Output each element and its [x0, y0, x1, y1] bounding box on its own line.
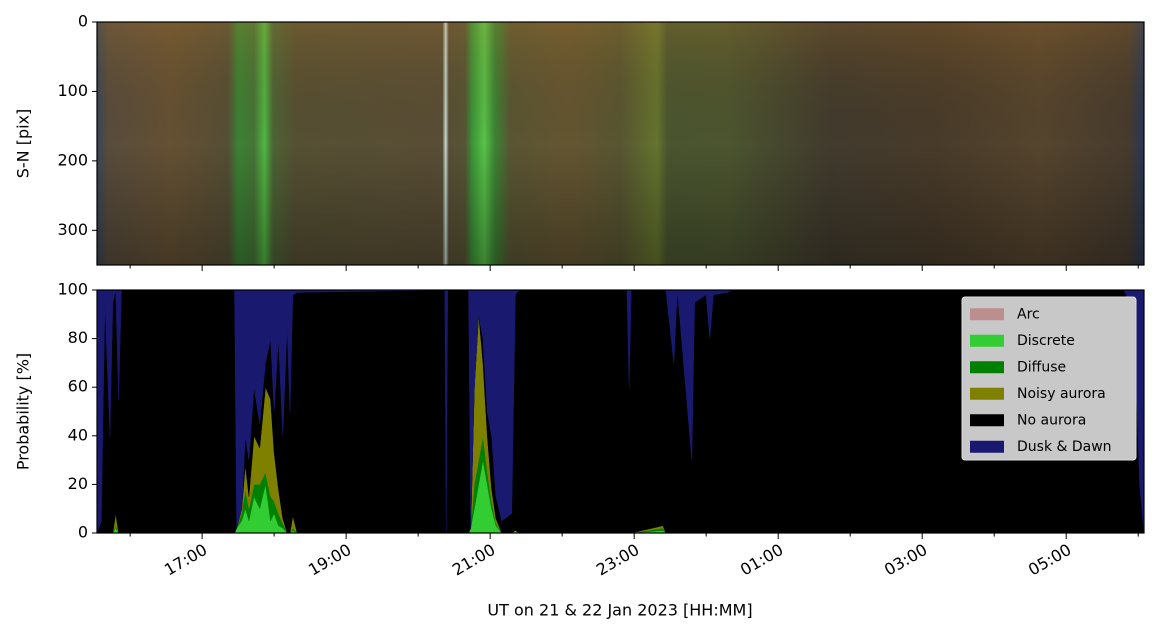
- y-tick-label: 40: [68, 425, 88, 444]
- legend-label: Dusk & Dawn: [1017, 439, 1112, 455]
- plot-frame: [96, 289, 1145, 534]
- y-axis-label: S-N [pix]: [14, 109, 33, 179]
- y-tick-label: 60: [68, 377, 88, 396]
- legend-swatch: [970, 414, 1004, 427]
- y-tick-label: 200: [57, 150, 88, 169]
- keogram-shading: [97, 22, 1144, 265]
- legend-swatch: [970, 361, 1004, 374]
- legend-label: Diffuse: [1017, 359, 1066, 375]
- y-tick-label: 100: [57, 280, 88, 299]
- legend-swatch: [970, 334, 1004, 347]
- x-axis-label: UT on 21 & 22 Jan 2023 [HH:MM]: [487, 601, 752, 620]
- y-tick-label: 300: [57, 220, 88, 239]
- y-tick-label: 0: [78, 12, 88, 31]
- legend-label: No aurora: [1017, 412, 1086, 428]
- plot-frame: [96, 21, 1145, 266]
- y-axis-label: Probability [%]: [14, 353, 33, 470]
- legend-swatch: [970, 440, 1004, 453]
- y-tick-label: 100: [57, 81, 88, 100]
- x-tick-label: 19:00: [305, 540, 354, 580]
- x-tick-label: 23:00: [593, 540, 642, 580]
- legend-box: [961, 296, 1137, 461]
- y-tick-label: 80: [68, 328, 88, 347]
- legend-swatch: [970, 308, 1004, 321]
- legend-label: Arc: [1017, 306, 1040, 322]
- legend-label: Noisy aurora: [1017, 386, 1106, 402]
- x-tick-label: 21:00: [449, 540, 498, 580]
- legend: Arc Discrete Diffuse Noisy aurora No aurora D…: [961, 296, 1137, 461]
- legend-swatch: [970, 387, 1004, 400]
- x-tick-label: 01:00: [737, 540, 786, 580]
- x-tick-label: 05:00: [1025, 540, 1074, 580]
- x-tick-label: 03:00: [881, 540, 930, 580]
- y-tick-label: 20: [68, 474, 88, 493]
- y-tick-label: 0: [78, 523, 88, 542]
- legend-label: Discrete: [1017, 333, 1075, 349]
- x-tick-label: 17:00: [161, 540, 210, 580]
